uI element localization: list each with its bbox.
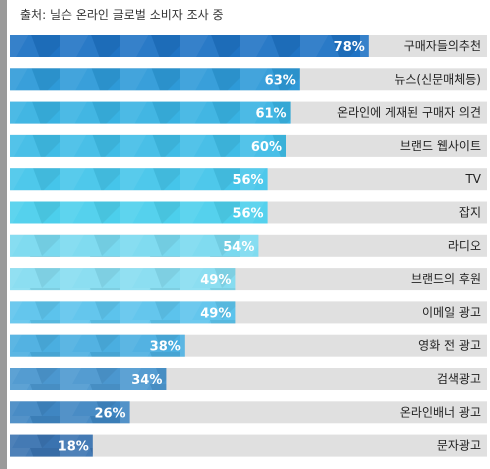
category-label: 문자광고 [437,439,481,453]
category-label: 잡지 [459,206,481,220]
value-label: 49% [200,306,231,321]
bar-texture [10,234,259,257]
value-label: 78% [334,40,365,55]
value-label: 49% [200,273,231,288]
value-label: 38% [150,340,181,355]
category-label: 구매자들의추천 [404,38,481,53]
category-label: 뉴스(신문매체등) [394,72,481,86]
category-label: 검색광고 [437,372,481,386]
category-label: 온라인에 게재된 구매자 의견 [337,106,481,120]
category-label: 브랜드 웹사이트 [400,139,481,153]
category-label: 온라인배너 광고 [400,405,481,419]
bar-texture [10,368,167,390]
bar-texture [10,101,291,124]
value-label: 61% [255,107,286,122]
bar-texture [10,301,236,324]
bar-texture [10,401,130,424]
bar-texture [10,35,369,57]
value-label: 60% [251,140,282,155]
value-label: 18% [58,440,89,455]
category-label: 라디오 [448,239,481,253]
category-label: 이메일 광고 [422,305,481,319]
value-label: 63% [265,73,296,88]
source-caption: 출처: 닐슨 온라인 글로벌 소비자 조사 중 [20,8,224,22]
value-label: 56% [232,207,263,222]
category-label: TV [464,172,481,186]
bar-texture [10,68,300,91]
category-label: 브랜드의 후원 [411,272,481,286]
bar-texture [10,201,268,224]
bar-texture [10,168,268,191]
value-label: 54% [223,240,254,255]
bar-texture [10,334,185,357]
bar-texture [10,268,236,291]
bar-texture [10,434,93,457]
bar-track [10,434,487,457]
value-label: 34% [131,373,162,388]
bars-group: 78% 구매자들의추천 63% 뉴스(신문매체등) 61% 온라인에 게재된 구매자 의견… [10,35,487,457]
value-label: 26% [94,406,125,421]
value-label: 56% [232,173,263,188]
category-label: 영화 전 광고 [418,339,481,353]
bar-texture [10,134,286,157]
left-accent-bar [0,0,7,469]
